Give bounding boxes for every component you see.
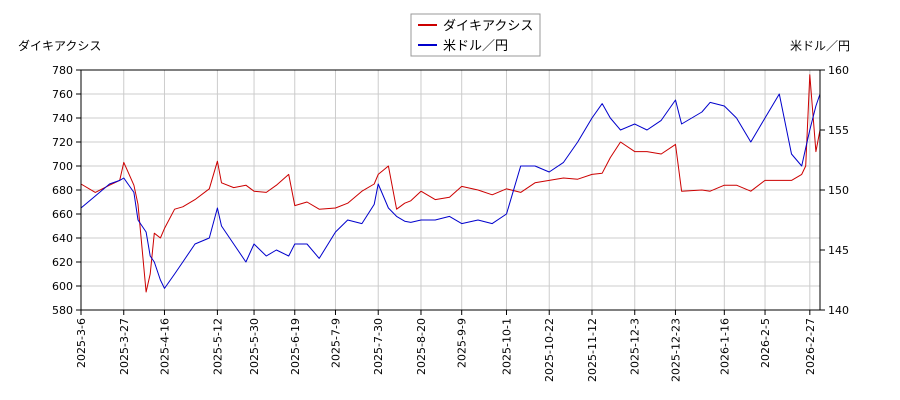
- left-tick-label: 620: [52, 256, 73, 269]
- x-tick-label: 2025-7-30: [372, 318, 385, 375]
- x-tick-label: 2025-11-12: [586, 318, 599, 382]
- left-tick-label: 760: [52, 88, 73, 101]
- left-tick-label: 780: [52, 64, 73, 77]
- x-tick-label: 2025-3-6: [75, 318, 88, 368]
- left-tick-label: 600: [52, 280, 73, 293]
- left-tick-label: 680: [52, 184, 73, 197]
- right-axis-title: 米ドル／円: [790, 39, 850, 53]
- left-tick-label: 580: [52, 304, 73, 317]
- grid: [80, 69, 820, 311]
- legend-label-daiki: ダイキアクシス: [443, 19, 533, 34]
- axes: 580 600 620 640 660 680 700 720 740 760 780 140 145 1…: [52, 64, 849, 382]
- x-tick-label: 2026-2-27: [804, 318, 817, 375]
- x-tick-label: 2025-6-19: [289, 318, 302, 375]
- series-line-daiki: [80, 74, 821, 293]
- right-tick-label: 150: [828, 184, 849, 197]
- x-tick-label: 2025-10-22: [543, 318, 556, 382]
- right-tick-label: 155: [828, 124, 849, 137]
- right-tick-label: 160: [828, 64, 849, 77]
- x-tick-label: 2025-10-1: [500, 318, 513, 375]
- x-tick-label: 2025-3-27: [118, 318, 131, 375]
- x-tick-label: 2025-12-23: [669, 318, 682, 382]
- legend-label-usdjpy: 米ドル／円: [443, 39, 508, 54]
- x-tick-label: 2025-5-12: [211, 318, 224, 375]
- x-tick-label: 2025-5-30: [248, 318, 261, 375]
- left-tick-label: 660: [52, 208, 73, 221]
- legend: ダイキアクシス 米ドル／円: [410, 13, 541, 57]
- x-tick-label: 2025-4-16: [158, 318, 171, 375]
- series-lines: [80, 74, 821, 293]
- x-tick-label: 2026-1-16: [718, 318, 731, 375]
- x-tick-label: 2025-8-20: [415, 318, 428, 375]
- x-tick-label: 2025-9-9: [456, 318, 469, 368]
- right-tick-label: 140: [828, 304, 849, 317]
- left-tick-label: 720: [52, 136, 73, 149]
- legend-box: [410, 13, 541, 57]
- left-tick-label: 640: [52, 232, 73, 245]
- right-tick-label: 145: [828, 244, 849, 257]
- x-tick-label: 2025-7-9: [329, 318, 342, 368]
- series-line-usdjpy: [80, 93, 821, 289]
- x-tick-label: 2026-2-5: [759, 318, 772, 368]
- left-tick-label: 700: [52, 160, 73, 173]
- left-tick-label: 740: [52, 112, 73, 125]
- left-axis-title: ダイキアクシス: [18, 38, 101, 53]
- x-tick-label: 2025-12-3: [629, 318, 642, 375]
